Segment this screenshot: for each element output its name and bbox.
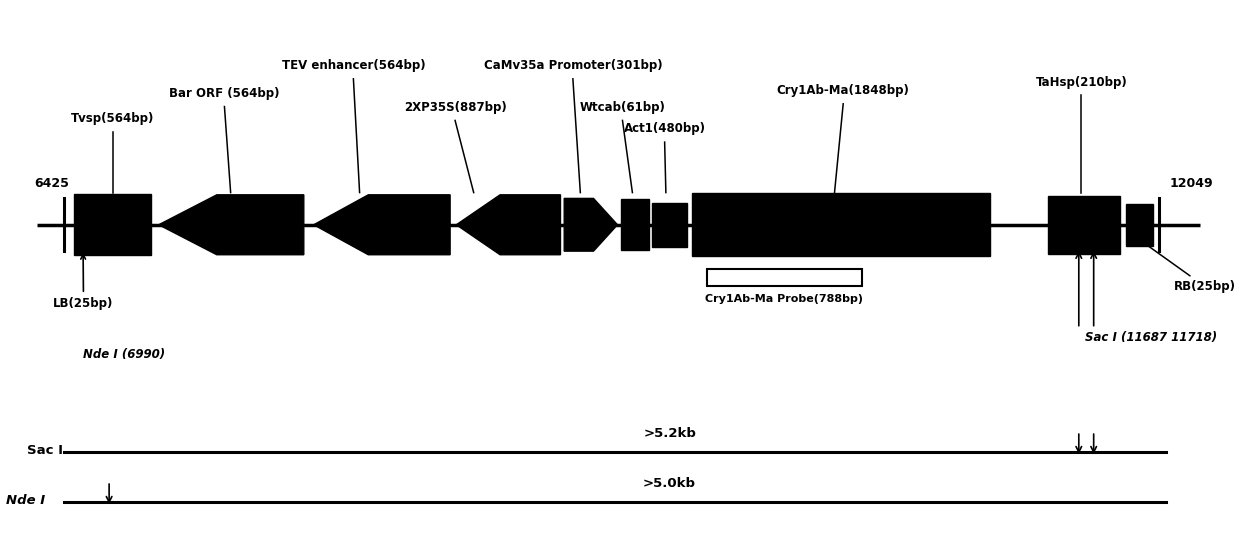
Text: >5.2kb: >5.2kb — [644, 427, 696, 440]
Text: TaHsp(210bp): TaHsp(210bp) — [1035, 76, 1127, 89]
Bar — [1126, 204, 1153, 246]
Text: Sac I: Sac I — [27, 443, 63, 457]
Text: CaMv35a Promoter(301bp): CaMv35a Promoter(301bp) — [484, 59, 662, 72]
Polygon shape — [456, 195, 560, 255]
Polygon shape — [159, 195, 304, 255]
Text: 6425: 6425 — [35, 178, 69, 190]
Bar — [692, 193, 990, 256]
Polygon shape — [314, 195, 450, 255]
Text: 12049: 12049 — [1169, 178, 1213, 190]
Text: Bar ORF (564bp): Bar ORF (564bp) — [169, 87, 280, 100]
Text: Nde I (6990): Nde I (6990) — [83, 348, 165, 361]
Text: TEV enhancer(564bp): TEV enhancer(564bp) — [281, 59, 425, 72]
Text: Nde I: Nde I — [6, 493, 46, 507]
Text: LB(25bp): LB(25bp) — [53, 254, 114, 310]
Text: 2XP35S(887bp): 2XP35S(887bp) — [404, 101, 506, 114]
Bar — [652, 203, 687, 247]
Text: Act1(480bp): Act1(480bp) — [624, 123, 706, 135]
Bar — [707, 269, 862, 286]
Text: Wtcab(61bp): Wtcab(61bp) — [579, 101, 666, 114]
Bar — [1048, 196, 1120, 254]
Bar — [74, 194, 151, 255]
Text: >5.0kb: >5.0kb — [644, 477, 696, 490]
Text: Sac I (11687 11718): Sac I (11687 11718) — [1085, 331, 1218, 344]
Text: Tvsp(564bp): Tvsp(564bp) — [71, 112, 155, 125]
Text: Cry1Ab-Ma Probe(788bp): Cry1Ab-Ma Probe(788bp) — [706, 294, 863, 304]
Text: RB(25bp): RB(25bp) — [1148, 246, 1236, 293]
Bar — [621, 199, 649, 250]
Polygon shape — [564, 198, 618, 251]
Text: Cry1Ab-Ma(1848bp): Cry1Ab-Ma(1848bp) — [776, 84, 910, 97]
